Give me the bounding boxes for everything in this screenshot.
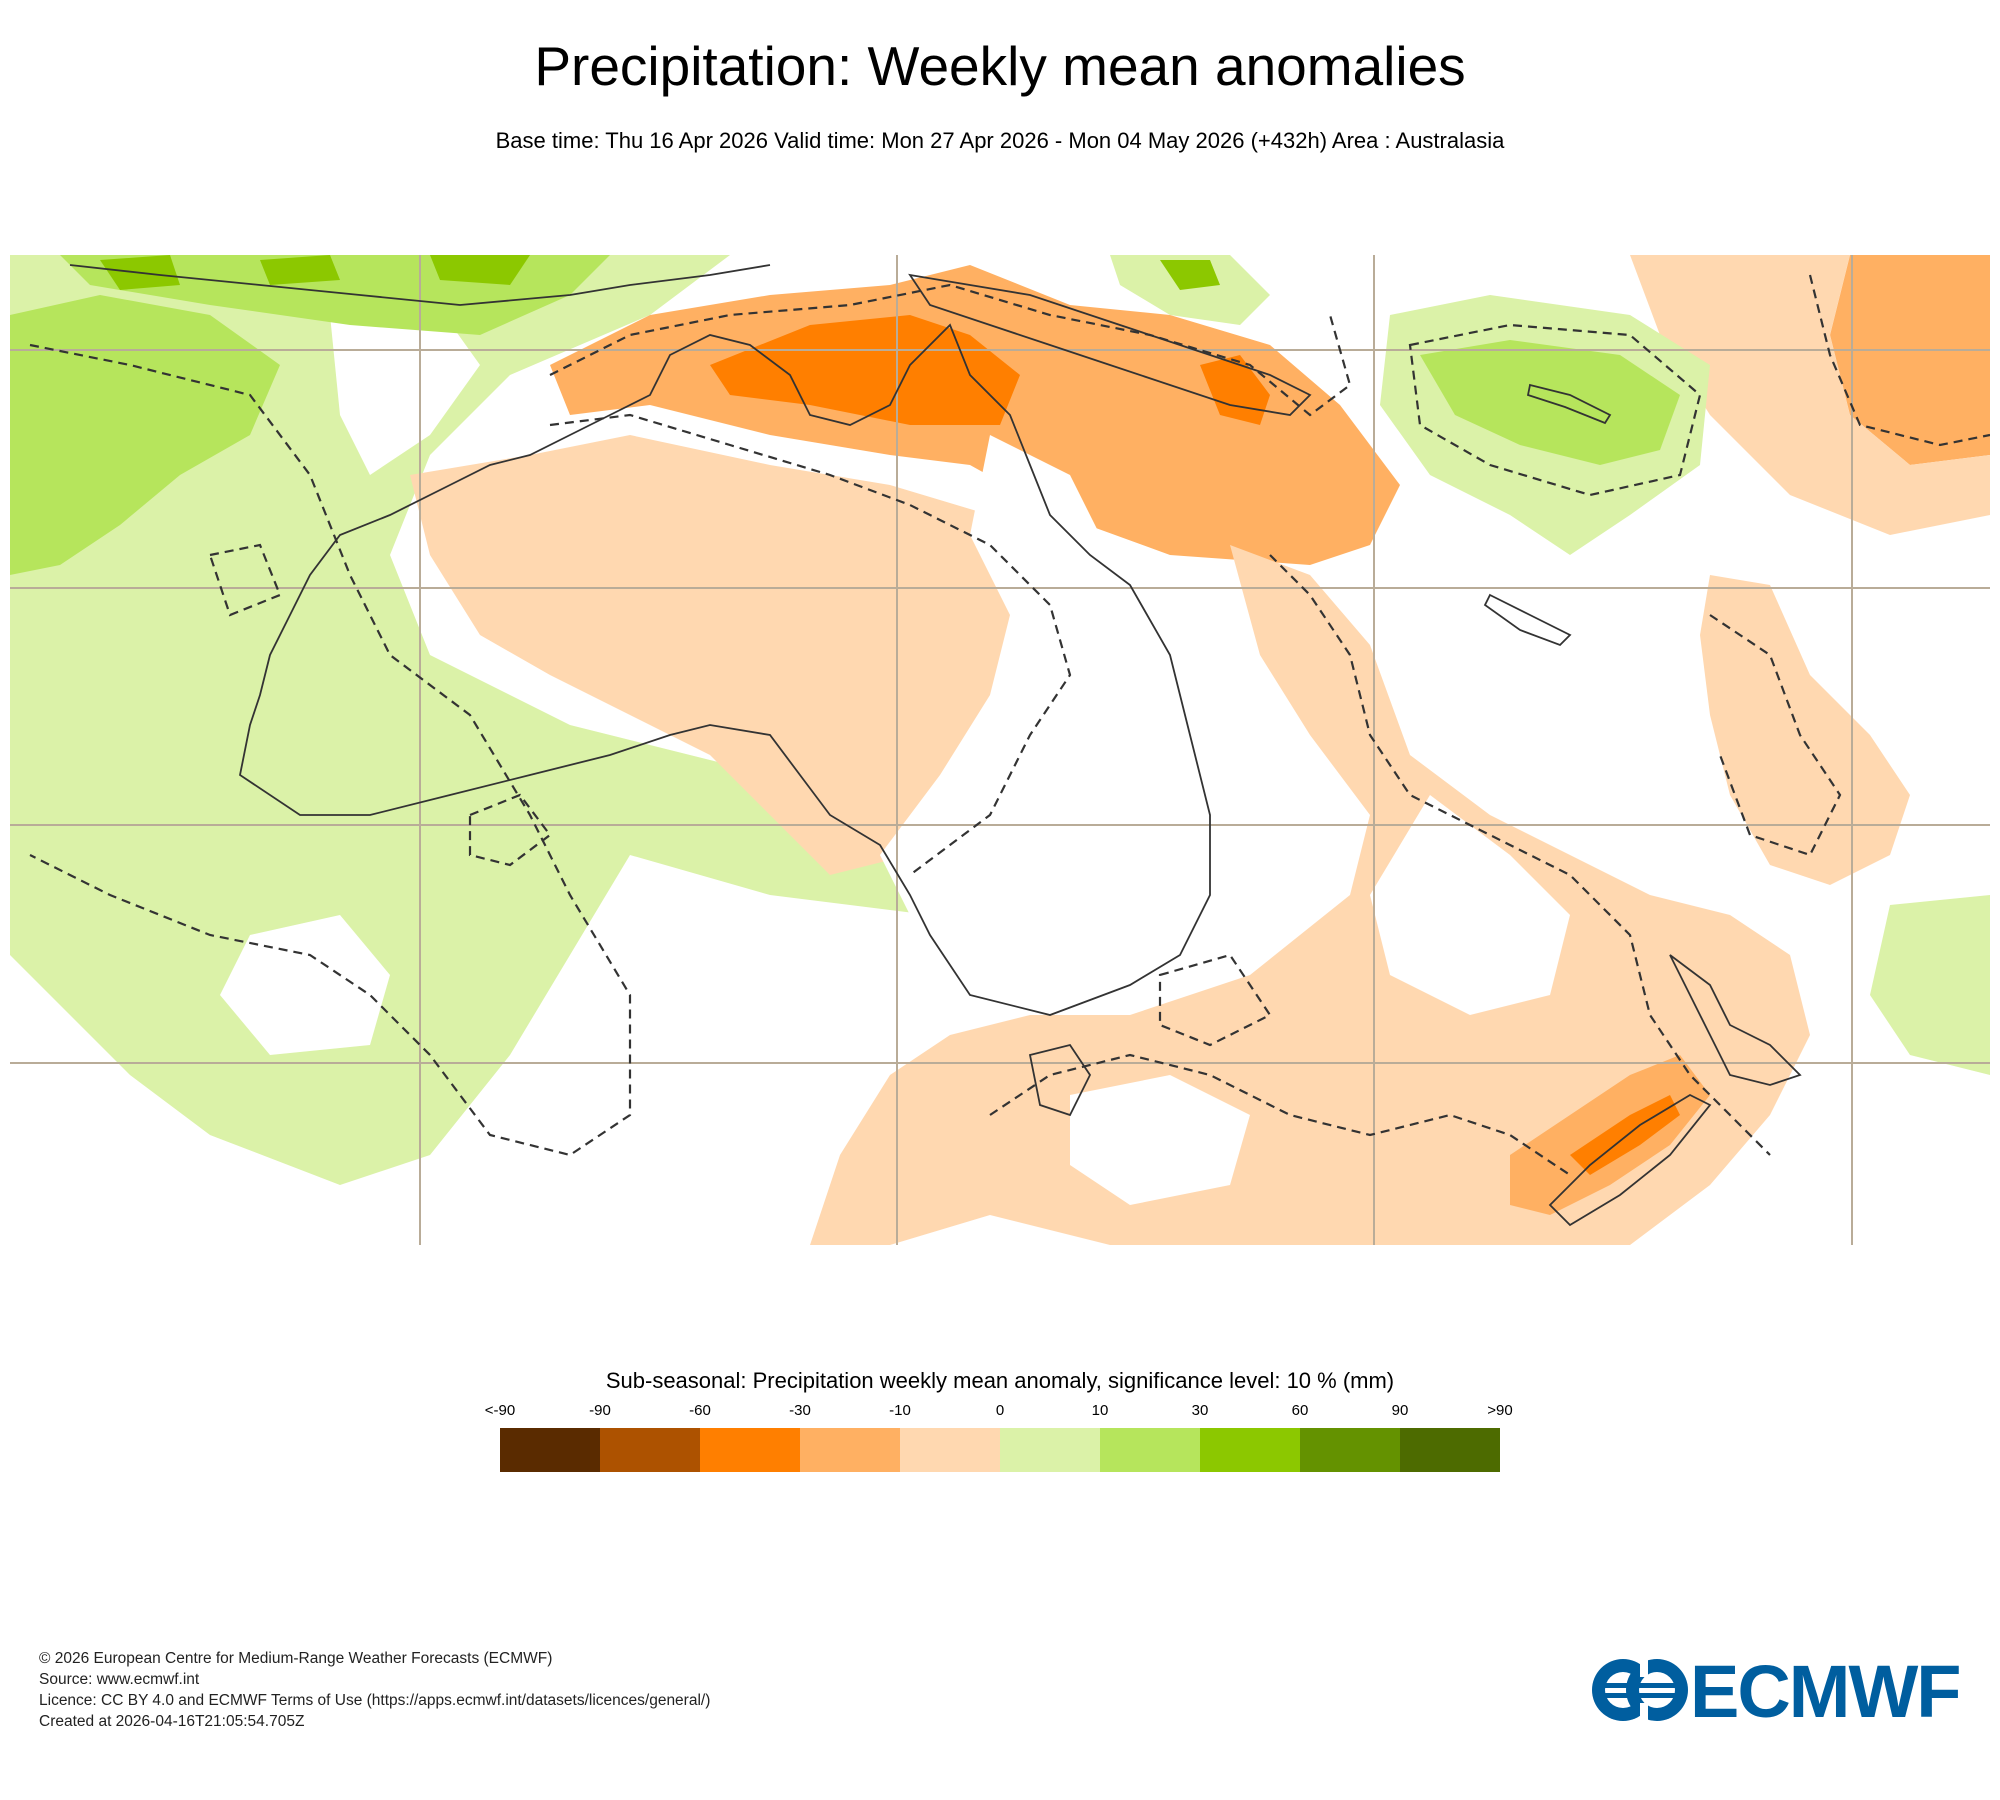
region-light-orange-tasman <box>810 545 1810 1245</box>
region-dark-orange-png <box>1200 355 1270 425</box>
ecmwf-logo-text: ECMWF <box>1690 1650 1961 1733</box>
coast-nz-south <box>1548 1093 1712 1227</box>
legend-label: -30 <box>789 1402 811 1419</box>
region-light-green-southeast <box>1870 895 1990 1075</box>
legend-swatch-3 <box>800 1428 900 1472</box>
legend-label: 90 <box>1391 1402 1409 1419</box>
legend-swatch-1 <box>600 1428 700 1472</box>
contour-loop-3 <box>1158 953 1272 1047</box>
region-white-gap-tasman <box>1370 795 1570 1015</box>
coast-indonesia <box>69 264 771 306</box>
legend-label: <-90 <box>484 1402 516 1419</box>
footer: © 2026 European Centre for Medium-Range … <box>39 1648 710 1732</box>
legend-label: 30 <box>1191 1402 1209 1419</box>
page-title: Precipitation: Weekly mean anomalies <box>534 35 1466 97</box>
coast-solomons <box>1526 383 1612 425</box>
significance-contours <box>29 274 1990 1176</box>
region-white-gap-southeast <box>1070 1075 1250 1205</box>
region-light-orange-east-pacific <box>1700 575 1910 885</box>
ecmwf-logo-icon <box>1592 1655 1688 1725</box>
map-gridlines <box>10 255 1990 1245</box>
legend-label: >90 <box>1487 1402 1513 1419</box>
region-white-gap-west-1 <box>330 295 480 475</box>
precipitation-anomaly-map <box>10 255 1990 1245</box>
page-subtitle: Base time: Thu 16 Apr 2026 Valid time: M… <box>495 128 1505 153</box>
contour-melanesia <box>1408 323 1702 497</box>
contour-tasman <box>1269 554 1771 1156</box>
legend-label: 60 <box>1291 1402 1309 1419</box>
coast-tasmania <box>1028 1043 1092 1117</box>
legend-label: -90 <box>589 1402 611 1419</box>
region-orange-northeast <box>1830 255 1990 465</box>
legend-swatch-4 <box>900 1428 1000 1472</box>
region-dark-orange-north <box>710 315 1020 425</box>
contour-northeast <box>1808 274 1990 447</box>
footer-created: Created at 2026-04-16T21:05:54.705Z <box>39 1713 305 1730</box>
coast-nz-north <box>1669 954 1802 1086</box>
legend-labels: <-90 -90 -60 -30 -10 0 10 30 60 90 >90 <box>0 1402 2000 1422</box>
region-light-green-png <box>1110 255 1270 325</box>
coastlines <box>69 264 1802 1227</box>
legend-label: 0 <box>995 1402 1005 1419</box>
coast-new-caledonia <box>1483 593 1572 647</box>
legend-swatch-0 <box>500 1428 600 1472</box>
legend-label: -60 <box>689 1402 711 1419</box>
contour-loop-1 <box>468 793 552 867</box>
legend-swatch-2 <box>700 1428 800 1472</box>
contour-australia <box>549 413 1072 876</box>
footer-copyright: © 2026 European Centre for Medium-Range … <box>39 1650 553 1667</box>
footer-source: Source: www.ecmwf.int <box>39 1671 200 1688</box>
region-white-gap-west-2 <box>220 915 390 1055</box>
region-bright-green-north-2 <box>260 255 340 285</box>
legend-swatch-9 <box>1400 1428 1500 1472</box>
coast-new-guinea <box>908 273 1312 416</box>
legend-color-bar <box>500 1428 1500 1472</box>
region-dark-orange-nz <box>1570 1095 1680 1175</box>
footer-licence: Licence: CC BY 4.0 and ECMWF Terms of Us… <box>39 1692 711 1709</box>
region-white-gap-australia <box>880 435 1190 915</box>
coast-australia <box>238 323 1211 1016</box>
contour-north <box>549 283 1352 417</box>
legend-label: -10 <box>889 1402 911 1419</box>
contour-south <box>989 1053 1571 1176</box>
region-green-west <box>10 295 280 575</box>
legend-label: 10 <box>1091 1402 1109 1419</box>
legend-swatch-6 <box>1100 1428 1200 1472</box>
region-light-orange-northeast <box>1630 255 1990 535</box>
legend-swatch-7 <box>1200 1428 1300 1472</box>
legend-swatch-8 <box>1300 1428 1400 1472</box>
contour-loop-2 <box>208 543 282 617</box>
legend-title: Sub-seasonal: Precipitation weekly mean … <box>605 1368 1395 1393</box>
region-light-orange-australia <box>410 435 1070 875</box>
ecmwf-logo: ECMWF <box>1590 1650 1966 1733</box>
region-bright-green-north-3 <box>430 255 530 285</box>
legend-swatch-5 <box>1000 1428 1100 1472</box>
region-bright-green-png <box>1160 260 1220 290</box>
contour-west <box>29 343 632 1157</box>
contour-east-pacific <box>1709 614 1842 857</box>
